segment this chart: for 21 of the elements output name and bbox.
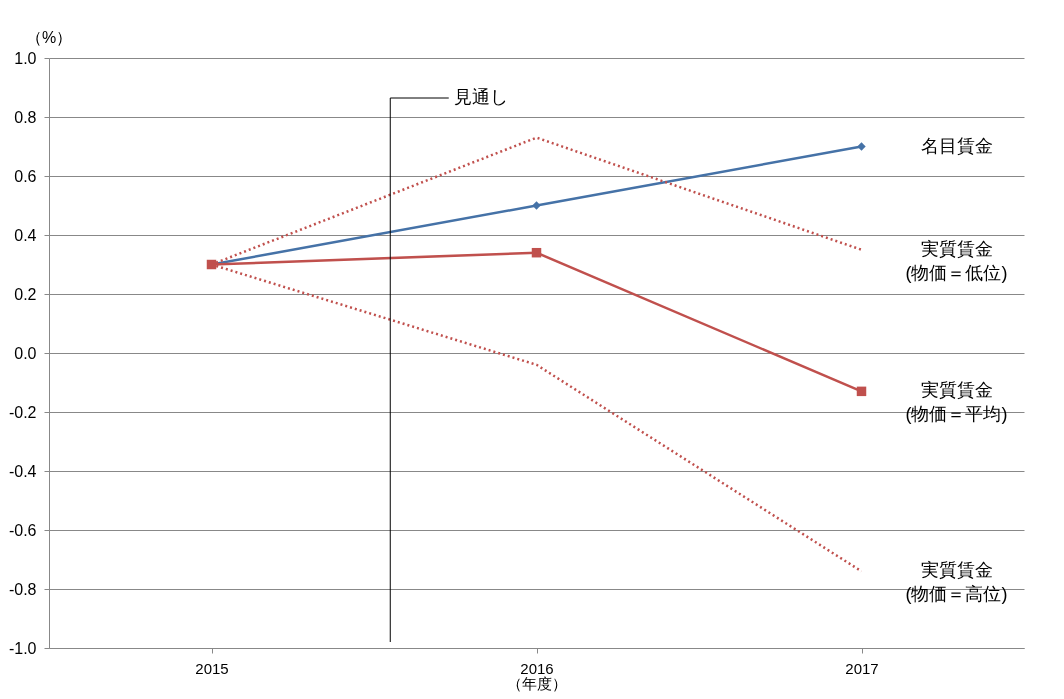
y-tick-label: 1.0 xyxy=(14,49,37,67)
text: 実質賃金 (物価＝高位) xyxy=(905,560,1008,605)
y-tick-label: -0.6 xyxy=(8,521,37,539)
y-tick-label: 0.0 xyxy=(14,344,37,362)
y-tick-label: -0.4 xyxy=(8,462,37,480)
y-tick-label: -1.0 xyxy=(8,639,37,657)
y-axis-title: （%） xyxy=(25,29,73,46)
y-tick-label: 0.4 xyxy=(14,226,37,244)
y-tick-label: 0.2 xyxy=(14,285,37,303)
y-tick-label: 0.6 xyxy=(14,167,37,185)
y-tick-label: -0.2 xyxy=(8,403,37,421)
text: 名目賃金 xyxy=(920,135,993,156)
x-axis-title: （年度） xyxy=(507,674,567,692)
x-tick-label: 2015 xyxy=(195,659,229,677)
x-tick-label: 2016 xyxy=(520,659,554,677)
text: 実質賃金 (物価＝低位) xyxy=(905,238,1008,283)
y-tick-label: -0.8 xyxy=(8,580,37,598)
y-tick-label: 0.8 xyxy=(14,108,37,126)
ref-line-label: 見通し xyxy=(454,87,509,107)
text: 実質賃金 (物価＝平均) xyxy=(905,380,1008,425)
x-tick-label: 2017 xyxy=(845,659,879,677)
